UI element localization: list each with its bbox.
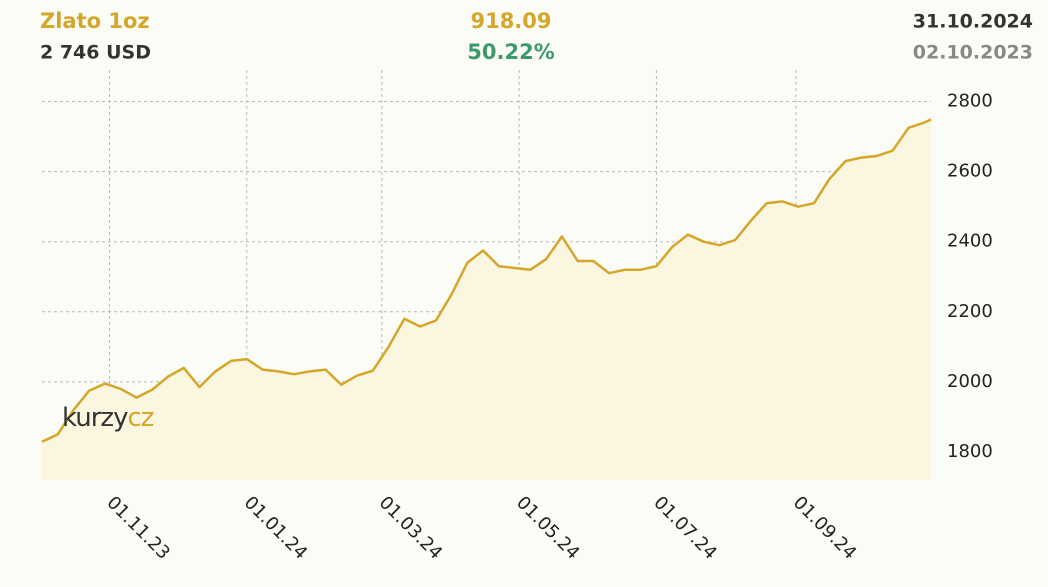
y-tick-label: 2200 [947, 301, 993, 322]
area [42, 119, 931, 481]
change: 918.09 [470, 9, 551, 33]
line [41, 118, 932, 443]
change-pct: 50.22% [467, 40, 554, 64]
y-tick-label: 2800 [947, 91, 993, 112]
logo: kurzycz [62, 403, 154, 433]
date-end: 31.10.2024 [913, 11, 1033, 33]
y-tick-label: 2600 [947, 161, 993, 182]
y-tick-label: 2000 [947, 371, 993, 392]
logo-part: kurzy [62, 403, 128, 433]
date-start: 02.10.2023 [913, 42, 1033, 64]
y-tick-label: 2400 [947, 231, 993, 252]
logo-part: cz [127, 403, 153, 433]
title: Zlato 1oz [40, 9, 150, 33]
price: 2 746 USD [40, 42, 151, 64]
y-tick-label: 1800 [947, 441, 993, 462]
